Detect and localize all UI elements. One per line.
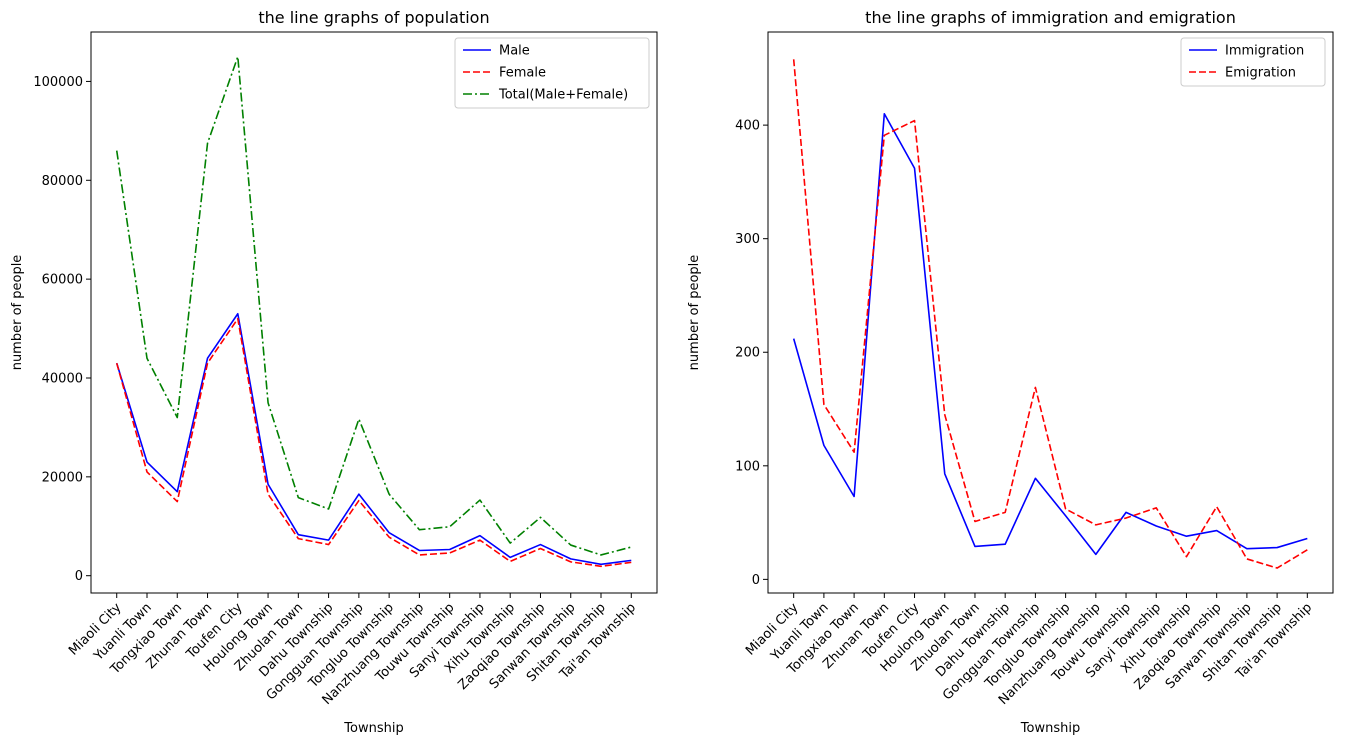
y-axis-label: number of people [687,255,702,371]
legend-label-female: Female [499,66,546,81]
plot-area-frame [90,31,658,594]
population-chart: the line graphs of population 0 20000 40000… [10,8,658,736]
series-line-female [115,317,632,568]
y-tick-label: 0 [752,573,760,588]
legend-label-emigration: Emigration [1225,66,1296,81]
series-line-male [115,312,632,566]
series-line-immigration [792,112,1308,556]
chart-title: the line graphs of immigration and emigr… [865,8,1236,27]
legend: Male Female Total(Male+Female) [454,37,650,109]
legend-label-immigration: Immigration [1225,44,1304,59]
y-tick-label: 40000 [42,371,83,386]
y-axis-label: number of people [10,255,25,371]
series-line-emigration [792,59,1308,569]
y-tick-label: 200 [735,346,760,361]
x-axis-label: Township [343,721,403,736]
y-tick-label: 300 [735,232,760,247]
legend-label-male: Male [499,44,530,59]
y-tick-label: 80000 [42,174,83,189]
legend-label-total-male-female: Total(Male+Female) [498,88,628,103]
plot-area-frame [767,31,1334,594]
y-tick-label: 100000 [33,75,83,90]
x-axis-label: Township [1020,721,1080,736]
y-tick-label: 100 [735,459,760,474]
y-tick-label: 400 [735,119,760,134]
legend: Immigration Emigration [1180,37,1326,87]
series-line-total-male-female [115,55,632,556]
y-tick-label: 20000 [42,470,83,485]
chart-title: the line graphs of population [258,8,489,27]
y-tick-label: 0 [75,569,83,584]
legend-box [454,37,650,109]
y-tick-label: 60000 [42,273,83,288]
